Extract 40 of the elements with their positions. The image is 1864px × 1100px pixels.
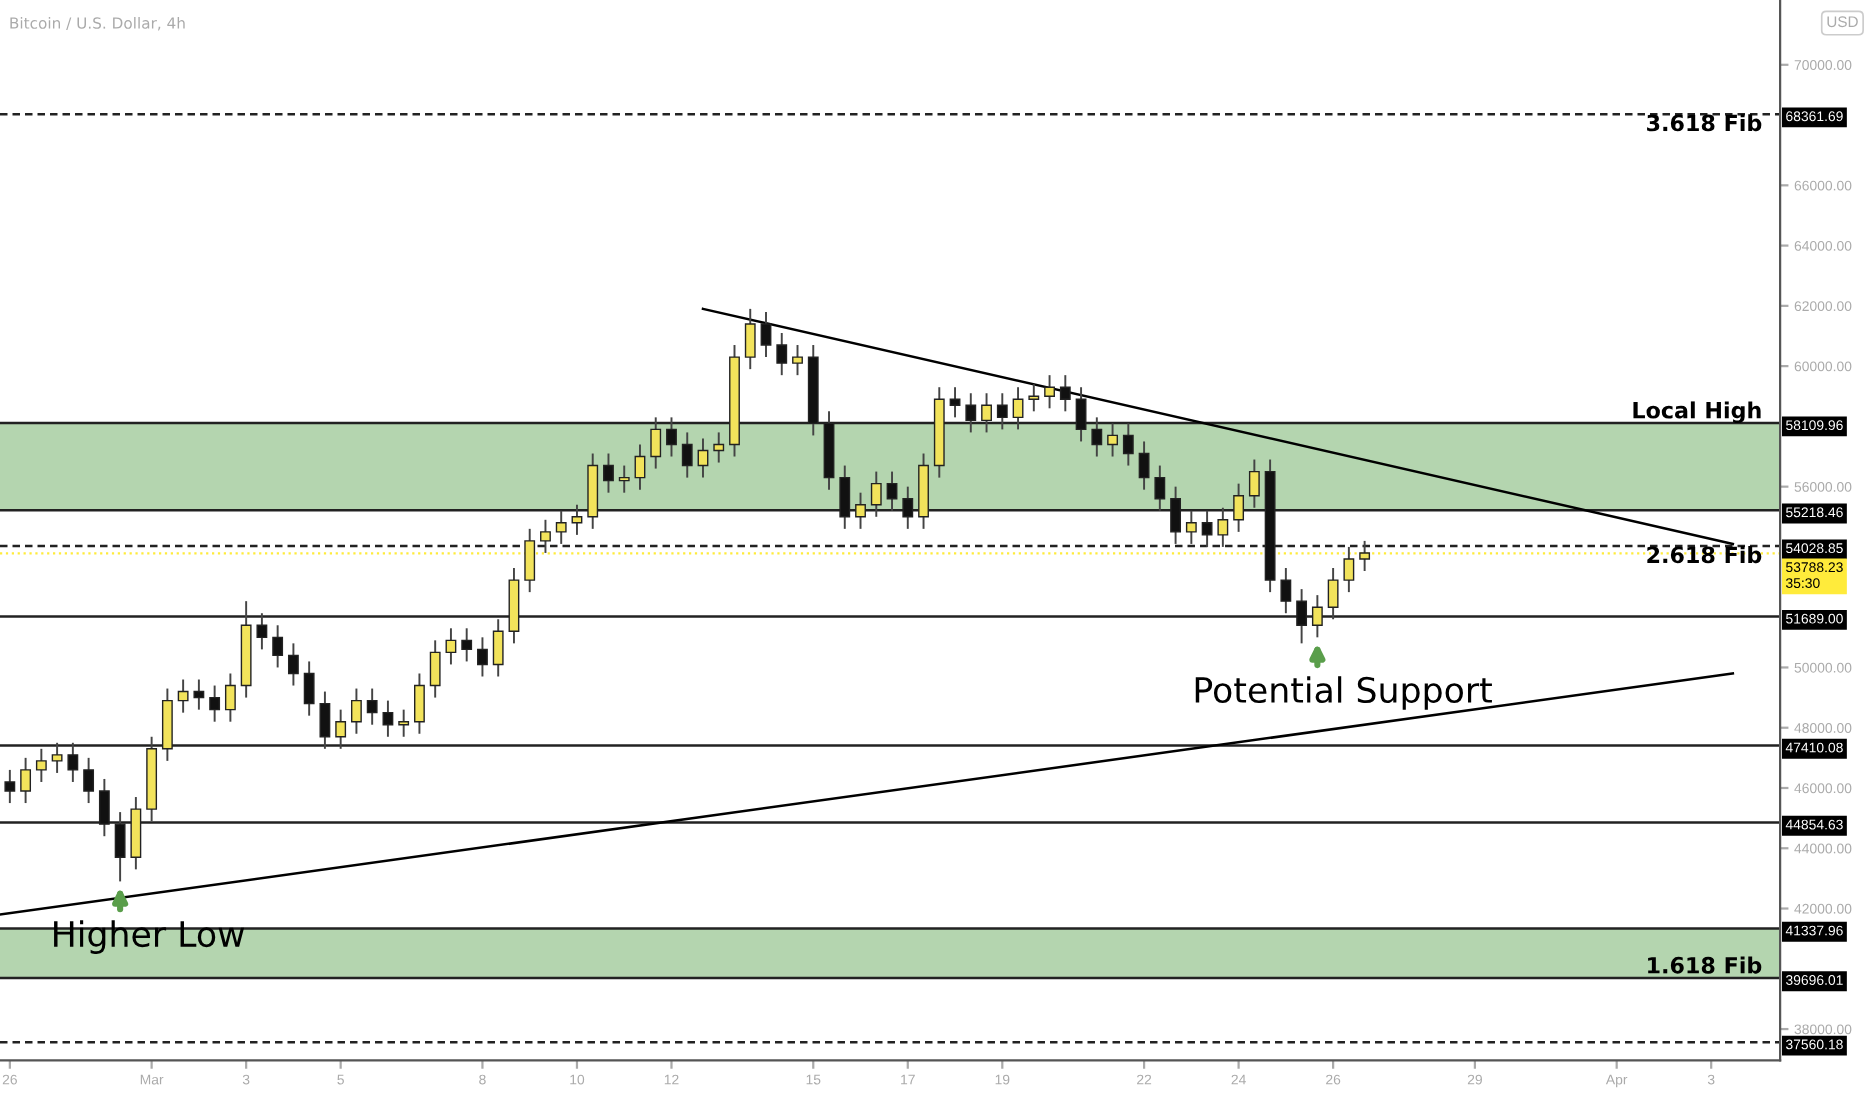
candlestick [1028, 383, 1040, 413]
candlestick [429, 639, 441, 699]
candlestick [350, 687, 362, 735]
candlestick [1138, 440, 1150, 491]
annotation: Potential Support [1195, 676, 1492, 710]
candlestick [603, 452, 614, 494]
candlestick [20, 756, 32, 805]
candlestick [287, 642, 299, 687]
candlestick [398, 708, 410, 738]
candlestick [366, 687, 378, 726]
candlestick [1044, 374, 1055, 410]
candlestick [177, 678, 189, 714]
candlestick [713, 431, 725, 464]
band-label: 1.618 Fib [1648, 956, 1762, 974]
candlestick [272, 624, 284, 669]
candlestick [744, 307, 756, 371]
candlestick [4, 768, 16, 805]
candlestick [618, 464, 630, 494]
candlestick [303, 660, 315, 717]
annotation: 2.618 Fib [1647, 546, 1762, 564]
band-label: Local High [1633, 401, 1761, 424]
candlestick [1059, 374, 1071, 413]
candlestick [414, 672, 425, 735]
candlestick [461, 627, 473, 663]
candlestick [792, 344, 803, 377]
candlestick [193, 678, 205, 711]
candlestick [445, 627, 457, 666]
candlestick [776, 332, 788, 377]
candlestick [634, 443, 646, 491]
candlestick [1343, 545, 1355, 594]
candlestick [382, 699, 394, 738]
candlestick [209, 684, 221, 723]
candlestick [949, 386, 961, 419]
candlestick [477, 636, 488, 678]
candlestick [697, 437, 709, 479]
candlestick [760, 310, 772, 359]
candlestick [681, 431, 693, 479]
candlestick [83, 756, 95, 805]
annotation: 3.618 Fib [1647, 114, 1762, 132]
candlestick [224, 672, 236, 723]
